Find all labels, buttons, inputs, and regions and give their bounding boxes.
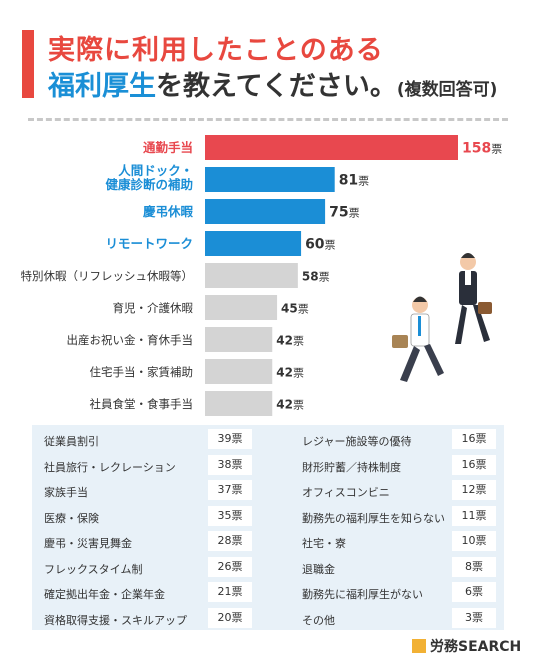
title-highlight: 福利厚生 — [48, 71, 156, 102]
bar-3 — [205, 231, 302, 256]
table-label: 勤務先の福利厚生を知らない — [302, 511, 445, 525]
title-accent-bar — [22, 30, 34, 98]
category-label-6: 出産お祝い金・育休手当 — [67, 333, 194, 347]
bar-2 — [205, 199, 326, 224]
brand-logo: 労務SEARCH — [412, 636, 521, 656]
table-value: 3票 — [452, 607, 496, 628]
value-label-5: 45票 — [281, 302, 309, 316]
table-label: その他 — [302, 613, 335, 627]
title-suffix: (複数回答可) — [396, 80, 498, 100]
category-label-3: リモートワーク — [105, 236, 193, 251]
table-value: 28票 — [208, 531, 252, 551]
table-value: 38票 — [208, 454, 252, 475]
value-label-1: 81票 — [339, 173, 369, 189]
value-label-3: 60票 — [305, 237, 335, 253]
title-rest: を教えてください。 — [156, 71, 397, 102]
table-label: 社宅・寮 — [302, 537, 346, 550]
value-label-6: 42票 — [276, 334, 304, 348]
logo-mark-icon — [412, 639, 426, 653]
category-label-2: 慶弔休暇 — [143, 204, 194, 219]
value-label-2: 75票 — [329, 205, 359, 221]
table-value: 37票 — [208, 480, 252, 500]
table-value: 39票 — [208, 429, 252, 449]
table-value: 8票 — [452, 556, 496, 577]
table-value: 16票 — [452, 429, 496, 449]
category-label-0: 通勤手当 — [143, 140, 193, 155]
table-label: 勤務先に福利厚生がない — [302, 588, 423, 601]
businessman-illustration-walking — [455, 253, 492, 344]
other-results-panel: 従業員割引 39票社員旅行・レクレーション 38票家族手当 37票医療・保険 35票慶弔… — [32, 425, 504, 630]
table-label: 資格取得支援・スキルアップ — [44, 613, 187, 627]
table-label: 家族手当 — [44, 486, 88, 499]
table-label: 医療・保険 — [44, 511, 99, 525]
bar-0 — [205, 135, 458, 160]
table-value: 35票 — [208, 505, 252, 526]
category-label-7: 住宅手当・家賃補助 — [90, 365, 194, 379]
value-label-7: 42票 — [276, 366, 304, 380]
table-value: 12票 — [452, 480, 496, 500]
bar-1 — [205, 167, 335, 192]
category-label-4: 特別休暇（リフレッシュ休暇等） — [21, 269, 194, 283]
table-value: 26票 — [208, 556, 252, 577]
businessman-illustration-running — [392, 296, 444, 382]
category-label-8: 社員食堂・食事手当 — [90, 397, 194, 411]
table-value: 10票 — [452, 531, 496, 551]
bar-6 — [205, 327, 273, 352]
table-value: 16票 — [452, 454, 496, 475]
table-value: 21票 — [208, 582, 252, 602]
title-line-2: 福利厚生を教えてください。(複数回答可) — [48, 64, 497, 103]
logo-text: 労務SEARCH — [430, 639, 522, 655]
table-label: 財形貯蓄／持株制度 — [302, 460, 401, 474]
category-label-1: 人間ドック・健康診断の補助 — [105, 163, 193, 192]
table-label: 確定拠出年金・企業年金 — [44, 588, 165, 601]
table-label: レジャー施設等の優待 — [302, 435, 412, 448]
bar-5 — [205, 295, 278, 320]
table-label: 慶弔・災害見舞金 — [44, 537, 132, 550]
value-label-8: 42票 — [276, 398, 304, 412]
bar-7 — [205, 359, 273, 384]
bar-4 — [205, 263, 298, 288]
table-value: 6票 — [452, 582, 496, 602]
table-label: 退職金 — [302, 562, 335, 576]
table-label: 従業員割引 — [44, 435, 99, 448]
bar-8 — [205, 391, 273, 416]
table-label: 社員旅行・レクレーション — [44, 460, 176, 474]
divider — [28, 118, 508, 121]
category-label-5: 育児・介護休暇 — [113, 301, 194, 315]
value-label-0: 158票 — [462, 141, 502, 157]
table-value: 11票 — [452, 505, 496, 526]
title-line-1: 実際に利用したことのある — [48, 35, 384, 66]
value-label-4: 58票 — [302, 270, 330, 284]
table-value: 20票 — [208, 607, 252, 628]
table-label: フレックスタイム制 — [44, 562, 143, 576]
table-label: オフィスコンビニ — [302, 486, 390, 499]
